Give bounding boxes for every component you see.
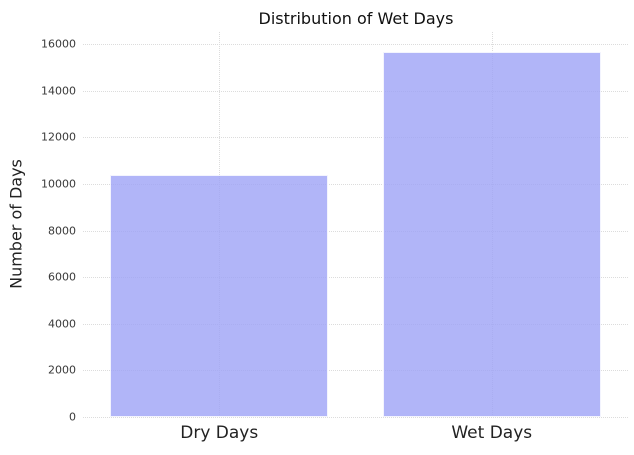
x-tick-label-dry-days: Dry Days (180, 423, 259, 443)
y-tick-label: 8000 (48, 224, 76, 238)
horizontal-gridline (83, 370, 628, 372)
horizontal-gridline (83, 137, 628, 139)
y-tick-label: 14000 (41, 84, 76, 98)
y-axis-title: Number of Days (6, 159, 26, 289)
bar-dry-days (110, 174, 329, 417)
plot-area (83, 32, 628, 418)
horizontal-gridline (83, 44, 628, 46)
y-tick-label: 12000 (41, 130, 76, 144)
bar-wet-days (382, 52, 601, 417)
x-tick-label-wet-days: Wet Days (451, 423, 533, 443)
y-tick-label: 16000 (41, 37, 76, 51)
chart-title: Distribution of Wet Days (258, 9, 454, 28)
y-tick-label: 6000 (48, 270, 76, 284)
horizontal-gridline (83, 183, 628, 185)
y-tick-label: 2000 (48, 363, 76, 377)
y-tick-label: 10000 (41, 177, 76, 191)
horizontal-gridline (83, 230, 628, 232)
y-tick-label: 0 (69, 410, 76, 424)
horizontal-gridline (83, 417, 628, 418)
horizontal-gridline (83, 277, 628, 279)
horizontal-gridline (83, 90, 628, 92)
y-tick-label: 4000 (48, 317, 76, 331)
horizontal-gridline (83, 323, 628, 325)
